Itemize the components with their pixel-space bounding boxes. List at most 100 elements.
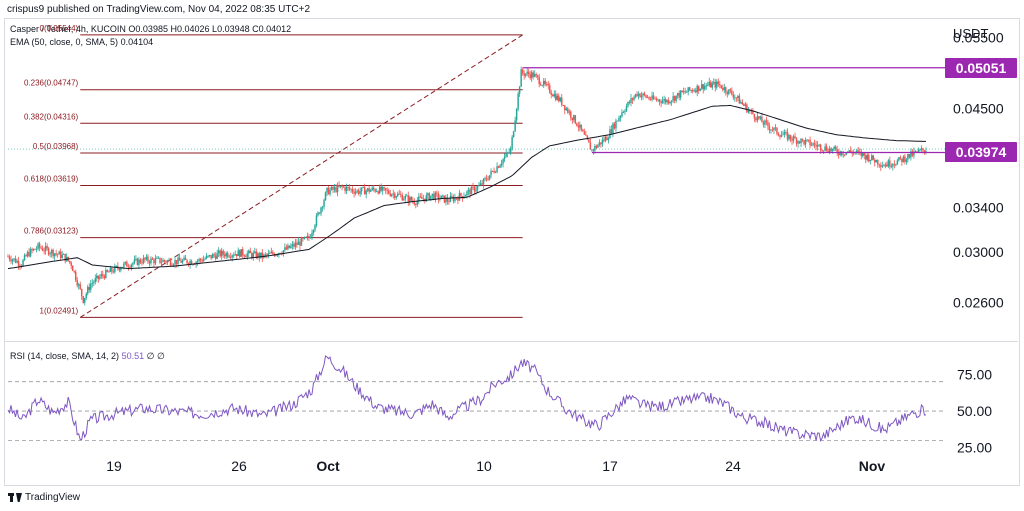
- candles: [7, 66, 927, 306]
- candle-body: [905, 159, 908, 162]
- candle-body: [911, 151, 914, 156]
- candle-body: [493, 171, 495, 173]
- candle-body: [768, 126, 771, 130]
- candle-body: [916, 151, 918, 153]
- candle-body: [714, 81, 717, 88]
- candle-body: [545, 83, 548, 85]
- candle-body: [225, 253, 227, 257]
- candle-body: [902, 156, 905, 163]
- candle-body: [323, 200, 325, 207]
- candle-body: [19, 265, 21, 267]
- candle-body: [598, 142, 601, 146]
- candle-body: [696, 85, 698, 93]
- candle-body: [824, 146, 826, 151]
- candle-body: [660, 101, 662, 104]
- fib-trend-line: [79, 34, 523, 318]
- candle-body: [821, 150, 823, 152]
- candle-body: [746, 104, 748, 113]
- candle-body: [193, 264, 196, 265]
- candle-body: [169, 259, 172, 266]
- candle-body: [430, 195, 432, 200]
- candle-body: [586, 135, 589, 140]
- candle-body: [458, 193, 461, 201]
- candle-body: [728, 89, 730, 95]
- candle-body: [836, 149, 838, 154]
- candle-body: [248, 250, 250, 254]
- candle-body: [734, 97, 736, 99]
- candle-body: [207, 255, 209, 257]
- rsi-tick-label: 75.00: [957, 366, 992, 382]
- fib-level-label: 0.618(0.03619): [24, 175, 79, 184]
- candle-body: [782, 134, 784, 136]
- candle-body: [562, 105, 565, 106]
- candle-body: [237, 250, 239, 257]
- candle-body: [618, 117, 620, 121]
- candle-body: [518, 86, 521, 94]
- candle-body: [813, 143, 816, 145]
- candle-body: [366, 188, 369, 191]
- candle-body: [636, 94, 638, 96]
- candle-body: [592, 149, 595, 151]
- candle-body: [514, 120, 516, 132]
- candle-body: [723, 87, 726, 90]
- candle-body: [666, 100, 668, 103]
- candle-body: [223, 254, 226, 257]
- candle-body: [281, 253, 283, 255]
- candle-body: [616, 120, 619, 122]
- candle-body: [816, 144, 819, 147]
- candle-body: [403, 199, 405, 201]
- candle-body: [255, 251, 258, 258]
- candle-body: [725, 87, 727, 93]
- candle-body: [460, 193, 462, 197]
- ohlc-h-label: H: [170, 24, 177, 34]
- candle-body: [220, 250, 223, 257]
- candle-body: [35, 248, 38, 250]
- candle-body: [619, 116, 622, 118]
- fib-level-label: 0.236(0.04747): [24, 79, 79, 88]
- candle-body: [43, 250, 45, 252]
- candle-body: [70, 262, 72, 266]
- candle-body: [549, 85, 551, 93]
- ohlc-l-label: L: [212, 24, 218, 34]
- candle-body: [529, 74, 531, 79]
- candle-body: [478, 184, 480, 187]
- candle-body: [132, 262, 134, 265]
- candle-body: [819, 144, 822, 151]
- publish-credit: crispus9 published on TradingView.com, N…: [7, 4, 311, 15]
- candle-body: [691, 90, 694, 92]
- candle-body: [475, 189, 477, 192]
- candle-body: [741, 102, 744, 104]
- candle-body: [305, 236, 307, 238]
- candle-body: [288, 245, 291, 249]
- candle-body: [312, 230, 315, 234]
- candle-body: [559, 97, 562, 102]
- candle-body: [232, 255, 235, 257]
- candle-body: [887, 160, 890, 167]
- candle-body: [251, 253, 253, 258]
- price-tick-label: 0.04500: [953, 101, 1004, 117]
- candle-body: [315, 215, 318, 226]
- candle-body: [217, 250, 220, 254]
- candle-body: [372, 187, 375, 190]
- candle-body: [130, 264, 133, 268]
- candle-body: [574, 115, 577, 124]
- candle-body: [413, 201, 416, 205]
- candle-body: [568, 111, 571, 113]
- candle-body: [526, 71, 528, 74]
- candle-body: [154, 258, 157, 264]
- candle-body: [326, 187, 328, 193]
- candle-body: [576, 123, 578, 126]
- candle-body: [547, 83, 549, 86]
- candle-body: [621, 112, 623, 117]
- candle-body: [702, 84, 704, 90]
- time-tick-label: 24: [725, 458, 741, 474]
- candle-body: [687, 87, 689, 92]
- candle-body: [517, 93, 519, 109]
- candle-body: [503, 156, 506, 160]
- candle-body: [266, 254, 268, 256]
- candle-body: [416, 200, 419, 205]
- candle-body: [303, 236, 306, 239]
- candle-body: [729, 89, 732, 91]
- candle-body: [580, 124, 583, 130]
- candle-body: [300, 238, 303, 246]
